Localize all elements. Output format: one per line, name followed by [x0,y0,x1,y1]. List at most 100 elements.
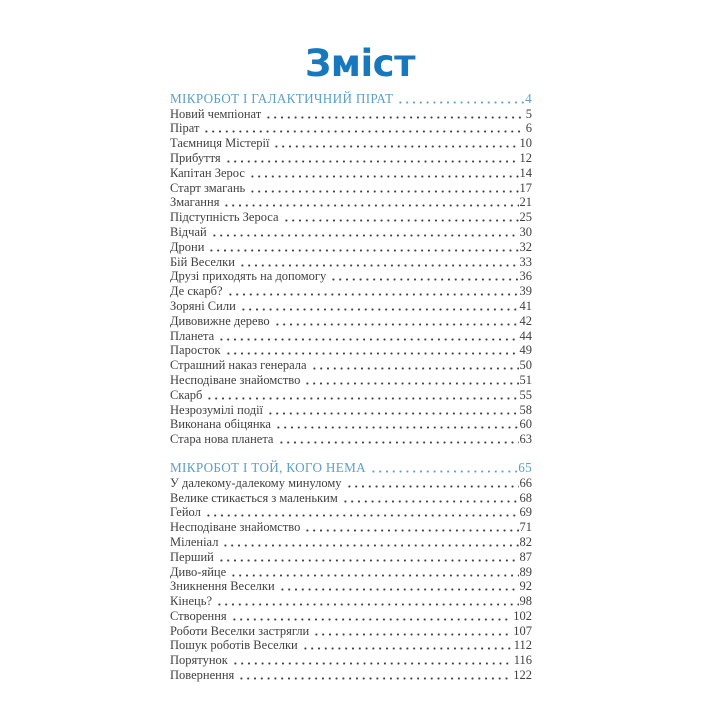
toc-entry: Відчай 30 [170,224,532,239]
toc-entry-page-number: 32 [519,239,533,254]
toc-entry-page-number: 87 [519,549,533,564]
toc-entry: Зникнення Веселки 92 [170,578,533,594]
toc-entry: Створення 102 [170,608,532,623]
toc-entry: Дивовижне дерево 42 [170,312,533,328]
toc-entry-label: Несподіване знайомство [170,520,301,535]
toc-entry-page-number: 49 [519,343,533,358]
toc-entry: Таємниця Містерії 10 [170,135,532,151]
toc-entry: Порятунок 116 [170,652,532,668]
page-title: Зміст [304,42,416,85]
toc-entry-page-number: 112 [513,638,532,653]
toc-entry-page-number: 102 [513,608,532,623]
toc-entry: Стара нова планета 63 [170,431,532,447]
toc-entry: У далекому-далекому минулому 66 [170,474,533,490]
toc-entry-label: Гейол [170,505,201,520]
toc-entry-label: Кінець? [170,594,212,609]
toc-section: МІКРОБОТ І ГАЛАКТИЧНИЙ ПІРАТ 4 Новий чемпі… [170,91,533,447]
toc-entry-label: Підступність Зероса [170,210,279,225]
toc-entry: Паросток 49 [170,342,533,358]
toc-entry: Несподіване знайомство 71 [170,519,532,535]
toc-entry-page-number: 98 [519,594,533,609]
toc-entry-page-number: 5 [525,106,532,121]
toc-entry: Перший 87 [170,548,533,564]
toc-entry: Пірат 6 [170,120,532,136]
toc-entry-page-number: 89 [519,564,533,579]
leader-dots [282,209,519,225]
toc-entry-label: Таємниця Містерії [170,136,270,151]
toc-entry: Скарб 55 [170,386,532,402]
toc-entry-page-number: 82 [519,534,533,549]
toc-entry-page-number: 14 [519,165,533,180]
toc-entry: Змагання 21 [170,194,533,210]
toc-entry: Зоряні Сили 41 [170,298,532,313]
toc-entry-page-number: 69 [519,505,533,520]
toc-entry-page-number: 17 [519,180,533,195]
toc-entry-page-number: 21 [519,195,533,210]
leader-dots [238,667,513,683]
leader-dots [224,150,519,165]
toc-entry: Де скарб? 39 [170,283,532,299]
toc-entry-label: У далекому-далекому минулому [170,475,342,490]
leader-dots [274,416,519,432]
toc-section-header-label: МІКРОБОТ І ГАЛАКТИЧНИЙ ПІРАТ [170,90,394,106]
toc-entry-page-number: 60 [519,417,533,432]
toc-entry: Повернення 122 [170,667,532,683]
leader-dots [231,652,513,668]
toc-entry-label: Друзі приходять на допомогу [170,269,327,284]
toc-entry: Прибуття 12 [170,150,532,165]
toc-entry-page-number: 50 [519,358,533,373]
toc-entry-label: Страшний наказ генерала [170,358,307,373]
leader-dots [218,327,519,343]
leader-dots [210,224,519,239]
toc-entry: Роботи Веселки застрягли 107 [170,622,532,638]
leader-dots [273,312,519,328]
toc-entry-label: Планета [170,328,215,343]
toc-entry-label: Зникнення Веселки [170,579,275,594]
leader-dots [208,238,519,254]
toc-entry-page-number: 33 [519,254,533,269]
leader-dots [369,460,518,475]
leader-dots [239,298,519,313]
toc-entry-page-number: 6 [525,121,532,136]
toc-entry-label: Виконана обіцянка [170,417,271,432]
toc-entry-label: Відчай [170,224,207,239]
leader-dots [206,386,519,402]
toc-entry-page-number: 44 [519,328,533,343]
toc-entry: Велике стикається з маленьким 68 [170,489,532,505]
toc-entry-label: Велике стикається з маленьким [170,490,338,505]
leader-dots [203,120,525,136]
toc-entry-label: Порятунок [170,653,228,668]
toc-entry: Капітан Зерос 14 [170,164,533,180]
leader-dots [345,474,519,490]
leader-dots [204,504,519,520]
toc-entry-label: Капітан Зерос [170,165,245,180]
toc-entry-page-number: 42 [519,313,533,328]
toc-entry-page-number: 92 [519,579,533,594]
toc-entry-page-number: 58 [519,402,533,417]
toc-entry-page-number: 66 [519,475,533,490]
toc-entry-page-number: 41 [519,298,533,313]
toc-entry-page-number: 51 [519,372,533,387]
toc-entry-page-number: 25 [519,210,533,225]
toc-entry-label: Скарб [170,387,203,402]
leader-dots [310,357,519,373]
toc-entry-label: Змагання [170,195,220,210]
toc-entry-label: Диво-яйце [170,564,227,579]
toc-entry-page-number: 122 [513,668,532,683]
leader-dots [277,431,519,447]
leader-dots [273,135,519,151]
leader-dots [265,105,525,121]
leader-dots [304,519,519,535]
toc-entry-label: Новий чемпіонат [170,106,262,121]
toc-entry: Пошук роботів Веселки 112 [170,637,532,653]
leader-dots [226,283,519,299]
toc-section-header: МІКРОБОТ І ГАЛАКТИЧНИЙ ПІРАТ 4 [170,91,532,106]
toc-entry-label: Перший [170,549,214,564]
toc-entry-page-number: 30 [519,224,533,239]
toc-entry-label: Де скарб? [170,284,223,299]
leader-dots [230,563,519,579]
toc-entry-page-number: 107 [513,623,532,638]
toc-entry: Старт змагань 17 [170,179,533,195]
toc-entry: Виконана обіцянка 60 [170,416,533,432]
